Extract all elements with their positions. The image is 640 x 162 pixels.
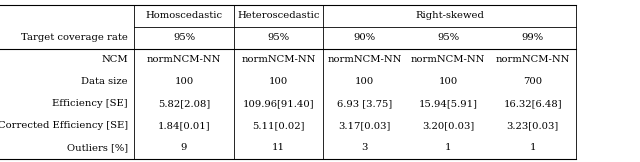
Text: 100: 100 [174, 77, 194, 86]
Text: normNCM-NN: normNCM-NN [328, 55, 402, 64]
Text: 5.11[0.02]: 5.11[0.02] [252, 121, 305, 130]
Text: Efficiency [SE]: Efficiency [SE] [52, 99, 128, 108]
Text: 3.20[0.03]: 3.20[0.03] [422, 121, 474, 130]
Text: 95%: 95% [268, 33, 289, 42]
Text: 1: 1 [529, 143, 536, 152]
Text: NCM: NCM [101, 55, 128, 64]
Text: 3: 3 [362, 143, 368, 152]
Text: Homoscedastic: Homoscedastic [145, 11, 223, 20]
Text: 90%: 90% [354, 33, 376, 42]
Text: 3.23[0.03]: 3.23[0.03] [507, 121, 559, 130]
Text: 109.96[91.40]: 109.96[91.40] [243, 99, 314, 108]
Text: normNCM-NN: normNCM-NN [147, 55, 221, 64]
Text: 100: 100 [269, 77, 288, 86]
Text: 11: 11 [272, 143, 285, 152]
Text: 100: 100 [355, 77, 374, 86]
Text: 15.94[5.91]: 15.94[5.91] [419, 99, 477, 108]
Text: 1: 1 [445, 143, 451, 152]
Text: 95%: 95% [173, 33, 195, 42]
Text: 3.17[0.03]: 3.17[0.03] [339, 121, 391, 130]
Text: 1.84[0.01]: 1.84[0.01] [157, 121, 211, 130]
Text: normNCM-NN: normNCM-NN [411, 55, 485, 64]
Text: normNCM-NN: normNCM-NN [495, 55, 570, 64]
Text: 95%: 95% [437, 33, 459, 42]
Text: 5.82[2.08]: 5.82[2.08] [158, 99, 210, 108]
Text: Corrected Efficiency [SE]: Corrected Efficiency [SE] [0, 121, 128, 130]
Text: 100: 100 [438, 77, 458, 86]
Text: Data size: Data size [81, 77, 128, 86]
Text: Outliers [%]: Outliers [%] [67, 143, 128, 152]
Text: 16.32[6.48]: 16.32[6.48] [504, 99, 562, 108]
Text: Heteroscedastic: Heteroscedastic [237, 11, 319, 20]
Text: 99%: 99% [522, 33, 544, 42]
Text: Right-skewed: Right-skewed [415, 11, 484, 20]
Text: normNCM-NN: normNCM-NN [241, 55, 316, 64]
Text: 700: 700 [524, 77, 542, 86]
Text: 9: 9 [181, 143, 187, 152]
Text: Target coverage rate: Target coverage rate [21, 33, 128, 42]
Text: 6.93 [3.75]: 6.93 [3.75] [337, 99, 392, 108]
